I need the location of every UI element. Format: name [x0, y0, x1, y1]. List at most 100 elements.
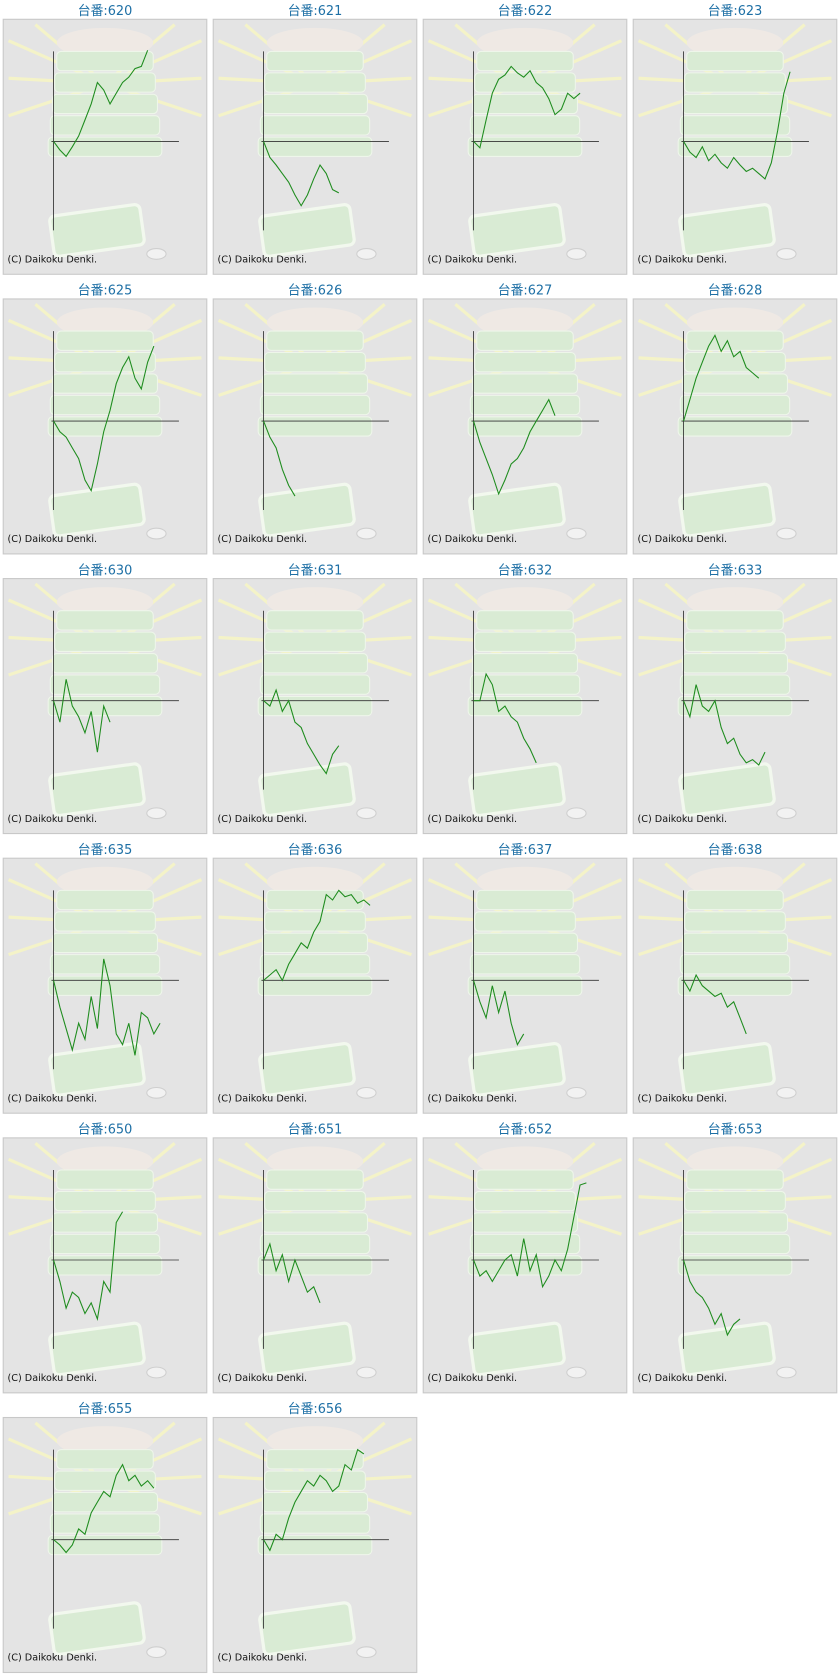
panel-background: [1, 1415, 209, 1675]
data-line: [53, 679, 111, 753]
panel-background: [421, 297, 629, 556]
data-line: [263, 420, 296, 497]
chart-title: 台番:631: [288, 563, 343, 578]
chart-title: 台番:627: [498, 284, 553, 299]
panel-background: [421, 17, 629, 276]
panel-background: [631, 856, 839, 1115]
chart-title: 台番:620: [78, 4, 133, 19]
chart-panel: (C) Daikoku Denki.: [1, 1136, 209, 1395]
chart-title: 台番:653: [708, 1123, 763, 1138]
chart-title: 台番:638: [708, 843, 763, 858]
chart-panel: (C) Daikoku Denki.: [1, 17, 209, 276]
chart-panel: (C) Daikoku Denki.: [211, 1136, 419, 1395]
data-line: [473, 398, 556, 496]
data-line: [53, 345, 155, 493]
chart-title: 台番:636: [288, 843, 343, 858]
credit: (C) Daikoku Denki.: [218, 1373, 308, 1384]
credit: (C) Daikoku Denki.: [8, 1653, 98, 1664]
credit: (C) Daikoku Denki.: [8, 534, 98, 545]
panel-background: [421, 856, 629, 1115]
panel-background: [211, 17, 419, 276]
credit: (C) Daikoku Denki.: [8, 814, 98, 825]
chart-panel: (C) Daikoku Denki.: [1, 856, 209, 1115]
data-line: [53, 1463, 155, 1554]
chart-title: 台番:652: [498, 1123, 553, 1138]
data-line: [263, 688, 340, 775]
chart-panel: (C) Daikoku Denki.: [631, 856, 839, 1115]
panel-background: [1, 856, 209, 1115]
credit: (C) Daikoku Denki.: [8, 1373, 98, 1384]
chart-title: 台番:625: [78, 284, 133, 299]
chart-panel: (C) Daikoku Denki.: [1, 576, 209, 836]
data-line: [53, 958, 161, 1056]
chart-panel: (C) Daikoku Denki.: [211, 17, 419, 276]
panel-background: [211, 576, 419, 836]
chart-panel: (C) Daikoku Denki.: [631, 17, 839, 276]
chart-title: 台番:635: [78, 843, 133, 858]
panel-background: [631, 17, 839, 276]
chart-title: 台番:651: [288, 1123, 343, 1138]
credit: (C) Daikoku Denki.: [428, 254, 518, 265]
chart-panel: (C) Daikoku Denki.: [421, 1136, 629, 1395]
chart-title: 台番:623: [708, 4, 763, 19]
panel-background: [1, 576, 209, 836]
data-line: [473, 980, 525, 1046]
data-line: [263, 1242, 321, 1304]
credit: (C) Daikoku Denki.: [428, 534, 518, 545]
data-line: [683, 1259, 741, 1337]
data-line: [683, 684, 766, 766]
credit: (C) Daikoku Denki.: [638, 534, 728, 545]
panel-background: [1, 17, 209, 276]
chart-panel: (C) Daikoku Denki.: [421, 856, 629, 1115]
credit: (C) Daikoku Denki.: [218, 254, 308, 265]
panel-background: [211, 1415, 419, 1675]
credit: (C) Daikoku Denki.: [218, 1093, 308, 1104]
panel-background: [631, 576, 839, 836]
panel-background: [211, 856, 419, 1115]
panel-background: [421, 576, 629, 836]
credit: (C) Daikoku Denki.: [638, 1373, 728, 1384]
credit: (C) Daikoku Denki.: [218, 814, 308, 825]
chart-panel: (C) Daikoku Denki.: [421, 297, 629, 556]
chart-title: 台番:632: [498, 563, 553, 578]
credit: (C) Daikoku Denki.: [638, 814, 728, 825]
chart-panel: (C) Daikoku Denki.: [421, 17, 629, 276]
data-line: [53, 50, 149, 158]
chart-title: 台番:633: [708, 563, 763, 578]
panel-background: [211, 1136, 419, 1395]
data-line: [263, 889, 371, 982]
data-line: [473, 672, 537, 764]
chart-panel: (C) Daikoku Denki.: [211, 1415, 419, 1675]
chart-title: 台番:650: [78, 1123, 133, 1138]
data-line: [263, 1448, 365, 1552]
panel-background: [631, 297, 839, 556]
panel-background: [1, 1136, 209, 1395]
credit: (C) Daikoku Denki.: [218, 534, 308, 545]
chart-title: 台番:637: [498, 843, 553, 858]
credit: (C) Daikoku Denki.: [638, 254, 728, 265]
chart-panel: (C) Daikoku Denki.: [211, 576, 419, 836]
credit: (C) Daikoku Denki.: [8, 1093, 98, 1104]
data-line: [683, 71, 791, 180]
panel-background: [211, 297, 419, 556]
chart-panel: (C) Daikoku Denki.: [631, 576, 839, 836]
chart-title: 台番:621: [288, 4, 343, 19]
chart-title: 台番:626: [288, 284, 343, 299]
panel-background: [631, 1136, 839, 1395]
chart-title: 台番:622: [498, 4, 553, 19]
data-line: [263, 141, 340, 207]
chart-panel: (C) Daikoku Denki.: [1, 1415, 209, 1675]
chart-title: 台番:630: [78, 563, 133, 578]
chart-panel: (C) Daikoku Denki.: [631, 297, 839, 556]
credit: (C) Daikoku Denki.: [428, 1373, 518, 1384]
chart-panel: (C) Daikoku Denki.: [1, 297, 209, 556]
credit: (C) Daikoku Denki.: [218, 1653, 308, 1664]
credit: (C) Daikoku Denki.: [8, 254, 98, 265]
chart-title: 台番:656: [288, 1402, 343, 1417]
chart-title: 台番:628: [708, 284, 763, 299]
data-line: [53, 1211, 124, 1321]
chart-title: 台番:655: [78, 1402, 133, 1417]
data-line: [473, 65, 581, 149]
chart-panel: (C) Daikoku Denki.: [211, 856, 419, 1115]
